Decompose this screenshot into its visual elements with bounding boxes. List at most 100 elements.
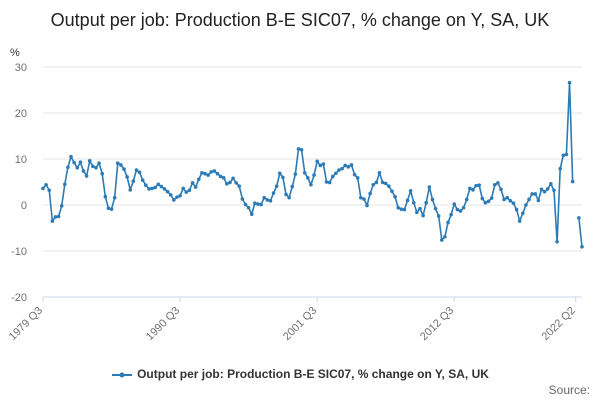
data-point[interactable] [433, 206, 438, 211]
data-point[interactable] [580, 245, 584, 249]
data-point[interactable] [100, 171, 104, 176]
data-point[interactable] [97, 161, 101, 165]
data-point[interactable] [81, 169, 86, 173]
data-point[interactable] [299, 148, 304, 152]
data-point[interactable] [517, 219, 522, 223]
data-point[interactable] [455, 207, 460, 212]
data-point[interactable] [203, 171, 207, 176]
data-point[interactable] [449, 212, 453, 217]
data-point[interactable] [296, 147, 301, 151]
data-point[interactable] [564, 152, 569, 157]
data-point[interactable] [390, 189, 394, 193]
data-point[interactable] [106, 206, 111, 211]
data-point[interactable] [383, 181, 388, 186]
data-point[interactable] [502, 197, 506, 202]
data-point[interactable] [41, 186, 45, 191]
data-point[interactable] [380, 180, 385, 185]
data-point[interactable] [496, 181, 500, 185]
data-point[interactable] [63, 182, 67, 187]
data-point[interactable] [486, 199, 491, 204]
data-point[interactable] [66, 165, 70, 170]
data-point[interactable] [147, 187, 151, 191]
data-point[interactable] [53, 215, 58, 219]
data-point[interactable] [549, 182, 553, 186]
data-point[interactable] [78, 160, 83, 165]
data-point[interactable] [558, 166, 562, 171]
data-point[interactable] [268, 199, 273, 203]
data-point[interactable] [259, 202, 263, 207]
data-point[interactable] [443, 234, 447, 239]
data-point[interactable] [399, 207, 404, 211]
data-point[interactable] [527, 197, 531, 202]
data-point[interactable] [218, 174, 223, 179]
data-point[interactable] [103, 194, 108, 199]
data-point[interactable] [196, 177, 201, 182]
data-point[interactable] [436, 214, 441, 218]
data-point[interactable] [256, 202, 260, 206]
data-point[interactable] [190, 181, 195, 185]
data-point[interactable] [44, 182, 48, 187]
data-point[interactable] [446, 220, 450, 225]
data-point[interactable] [122, 167, 126, 171]
data-point[interactable] [334, 171, 338, 176]
data-point[interactable] [365, 203, 369, 208]
data-point[interactable] [168, 193, 173, 197]
data-point[interactable] [561, 153, 566, 158]
data-point[interactable] [499, 187, 503, 192]
data-point[interactable] [539, 187, 544, 192]
data-point[interactable] [47, 188, 52, 193]
data-point[interactable] [302, 171, 307, 175]
data-point[interactable] [358, 195, 363, 200]
data-point[interactable] [324, 180, 329, 184]
data-point[interactable] [234, 181, 238, 185]
data-point[interactable] [181, 186, 185, 191]
data-point[interactable] [387, 184, 391, 188]
data-point[interactable] [193, 185, 198, 189]
data-point[interactable] [477, 183, 481, 188]
data-point[interactable] [533, 192, 538, 196]
data-point[interactable] [393, 194, 397, 199]
data-point[interactable] [249, 212, 254, 216]
data-point[interactable] [287, 195, 291, 200]
data-point[interactable] [340, 166, 344, 171]
data-point[interactable] [371, 182, 376, 187]
data-point[interactable] [492, 182, 497, 187]
data-point[interactable] [312, 173, 316, 177]
data-point[interactable] [284, 192, 288, 197]
data-point[interactable] [172, 198, 176, 202]
data-point[interactable] [153, 185, 157, 190]
data-point[interactable] [536, 198, 541, 203]
data-point[interactable] [377, 171, 382, 175]
data-point[interactable] [346, 165, 351, 169]
data-point[interactable] [94, 165, 98, 170]
data-point[interactable] [508, 199, 513, 203]
data-point[interactable] [200, 171, 204, 175]
data-point[interactable] [274, 184, 279, 188]
data-point[interactable] [511, 201, 516, 205]
data-point[interactable] [253, 201, 257, 205]
data-point[interactable] [468, 186, 472, 191]
data-point[interactable] [396, 205, 400, 210]
data-point[interactable] [309, 182, 313, 187]
data-point[interactable] [318, 163, 323, 168]
data-point[interactable] [75, 165, 80, 170]
data-point[interactable] [368, 191, 372, 196]
data-point[interactable] [489, 196, 494, 200]
data-point[interactable] [321, 162, 326, 166]
data-point[interactable] [480, 196, 485, 201]
data-point[interactable] [56, 214, 61, 219]
data-point[interactable] [231, 176, 235, 181]
data-point[interactable] [128, 188, 133, 192]
data-point[interactable] [474, 183, 478, 188]
data-point[interactable] [327, 180, 332, 185]
data-point[interactable] [69, 154, 73, 159]
data-point[interactable] [215, 171, 220, 176]
data-point[interactable] [349, 163, 354, 167]
data-point[interactable] [421, 213, 425, 218]
data-point[interactable] [140, 178, 145, 182]
data-point[interactable] [542, 189, 547, 194]
data-point[interactable] [524, 203, 528, 207]
data-point[interactable] [483, 200, 488, 205]
data-point[interactable] [187, 188, 192, 193]
data-point[interactable] [131, 179, 136, 183]
